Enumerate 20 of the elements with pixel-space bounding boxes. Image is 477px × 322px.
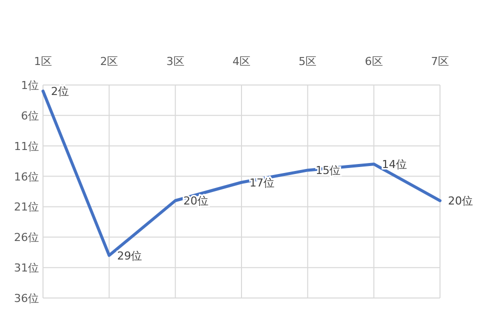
data-label: 20位: [183, 194, 208, 208]
y-tick-label: 26位: [14, 231, 39, 244]
y-tick-label: 1位: [21, 79, 39, 92]
data-label: 20位: [448, 194, 473, 208]
x-tick-label: 2区: [100, 55, 118, 68]
x-tick-label: 5区: [298, 55, 317, 68]
data-label: 14位: [382, 158, 407, 172]
y-tick-label: 16位: [14, 170, 39, 184]
data-label: 29位: [117, 249, 142, 262]
x-tick-label: 3区: [166, 55, 184, 68]
x-tick-label: 7区: [431, 55, 449, 68]
y-tick-label: 6位: [21, 109, 39, 122]
x-tick-label: 4区: [232, 55, 250, 68]
y-tick-label: 21位: [14, 200, 39, 214]
y-tick-label: 36位: [14, 292, 39, 305]
y-tick-label: 11位: [14, 140, 39, 153]
data-label: 2位: [51, 85, 69, 98]
x-tick-label: 6区: [364, 55, 383, 68]
y-tick-label: 31位: [14, 262, 39, 275]
x-tick-label: 1区: [34, 55, 52, 68]
